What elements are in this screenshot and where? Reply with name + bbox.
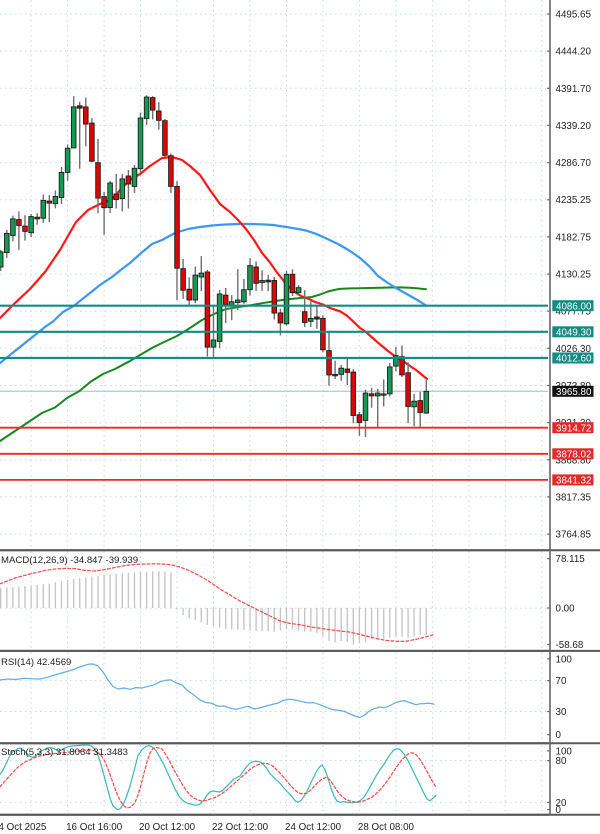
svg-text:78.115: 78.115 — [556, 554, 586, 565]
svg-text:RSI(14) 42.4569: RSI(14) 42.4569 — [1, 657, 71, 668]
svg-text:20 Oct 12:00: 20 Oct 12:00 — [139, 822, 196, 833]
svg-text:3878.02: 3878.02 — [556, 449, 591, 460]
svg-text:24 Oct 12:00: 24 Oct 12:00 — [285, 822, 342, 833]
svg-text:0: 0 — [556, 805, 562, 816]
svg-text:4391.70: 4391.70 — [556, 84, 592, 95]
svg-text:MACD(12,26,9) -34.847 -39.939: MACD(12,26,9) -34.847 -39.939 — [1, 555, 138, 566]
svg-text:4130.25: 4130.25 — [556, 270, 592, 281]
svg-text:4026.30: 4026.30 — [556, 344, 592, 355]
svg-text:3965.80: 3965.80 — [556, 387, 592, 398]
svg-text:80: 80 — [556, 756, 567, 767]
svg-text:3841.32: 3841.32 — [556, 476, 591, 487]
svg-text:20: 20 — [556, 798, 567, 809]
svg-text:3764.85: 3764.85 — [556, 530, 592, 541]
svg-text:4182.75: 4182.75 — [556, 232, 592, 243]
svg-text:22 Oct 12:00: 22 Oct 12:00 — [212, 822, 269, 833]
svg-text:3868.80: 3868.80 — [556, 455, 592, 466]
svg-text:Stoch(5,3,3) 31.8064 31.3483: Stoch(5,3,3) 31.8064 31.3483 — [1, 747, 128, 758]
svg-text:-58.68: -58.68 — [556, 640, 584, 651]
svg-text:3914.72: 3914.72 — [556, 423, 591, 434]
svg-text:4049.30: 4049.30 — [556, 327, 592, 338]
svg-text:30: 30 — [556, 707, 567, 718]
svg-text:100: 100 — [556, 746, 573, 757]
svg-text:4339.20: 4339.20 — [556, 121, 592, 132]
svg-text:0: 0 — [556, 730, 562, 741]
svg-text:3817.35: 3817.35 — [556, 492, 592, 503]
svg-text:4286.70: 4286.70 — [556, 158, 592, 169]
svg-text:4012.60: 4012.60 — [556, 354, 592, 365]
svg-text:4235.25: 4235.25 — [556, 195, 592, 206]
svg-text:4444.20: 4444.20 — [556, 47, 592, 58]
svg-text:70: 70 — [556, 676, 567, 687]
svg-text:4077.75: 4077.75 — [556, 307, 592, 318]
svg-text:0.00: 0.00 — [556, 604, 576, 615]
svg-text:16 Oct 16:00: 16 Oct 16:00 — [66, 822, 123, 833]
svg-text:4086.00: 4086.00 — [556, 301, 592, 312]
svg-text:4495.65: 4495.65 — [556, 10, 592, 21]
svg-text:28 Oct 08:00: 28 Oct 08:00 — [358, 822, 415, 833]
svg-text:14 Oct 2025: 14 Oct 2025 — [0, 822, 47, 833]
svg-text:100: 100 — [556, 654, 573, 665]
